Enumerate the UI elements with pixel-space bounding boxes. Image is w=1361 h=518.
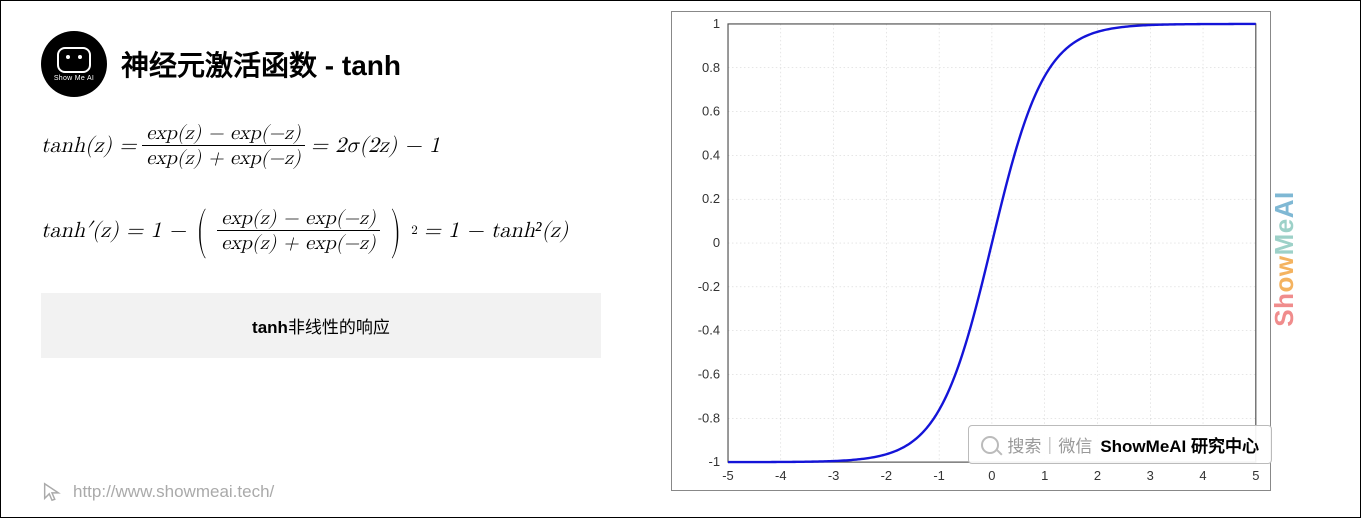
search-brand: ShowMeAI 研究中心	[1100, 432, 1259, 457]
svg-text:-1: -1	[709, 454, 721, 469]
svg-text:1: 1	[713, 16, 720, 31]
svg-text:1: 1	[1041, 468, 1048, 483]
svg-text:5: 5	[1252, 468, 1259, 483]
logo-text: Show Me AI	[54, 75, 94, 82]
svg-text:0.4: 0.4	[702, 147, 720, 162]
svg-text:-0.2: -0.2	[698, 279, 720, 294]
brand-logo-icon: Show Me AI	[41, 31, 107, 97]
svg-text:-0.6: -0.6	[698, 366, 720, 381]
formula-tanh: tanh(z) = exp(z) − exp(−z) exp(z) + exp(…	[41, 123, 601, 168]
svg-text:0.2: 0.2	[702, 191, 720, 206]
tanh-chart: -5 -4 -3 -2 -1 0 1 2 3 4 5 -1 -0.8 -0.6 -0.4 -0.2 0 0.2 0…	[671, 11, 1271, 491]
svg-text:3: 3	[1147, 468, 1154, 483]
svg-text:0: 0	[713, 235, 720, 250]
svg-text:4: 4	[1199, 468, 1206, 483]
svg-text:0.6: 0.6	[702, 104, 720, 119]
svg-text:-3: -3	[828, 468, 840, 483]
svg-text:-2: -2	[881, 468, 893, 483]
svg-text:0: 0	[988, 468, 995, 483]
svg-text:-0.4: -0.4	[698, 323, 720, 338]
wechat-search-overlay: 搜索｜微信 ShowMeAI 研究中心	[968, 425, 1272, 464]
search-hint: 搜索｜微信	[1007, 432, 1092, 457]
svg-text:0.8: 0.8	[702, 60, 720, 75]
svg-text:-5: -5	[722, 468, 734, 483]
search-icon	[981, 436, 999, 454]
svg-text:-0.8: -0.8	[698, 410, 720, 425]
svg-text:2: 2	[1094, 468, 1101, 483]
footer-url: http://www.showmeai.tech/	[73, 482, 274, 502]
caption: tanh非线性的响应	[41, 293, 601, 358]
svg-text:-4: -4	[775, 468, 787, 483]
side-brand-logo: ShowMeAI	[1269, 191, 1300, 326]
page-title: 神经元激活函数 - tanh	[121, 44, 401, 84]
formula-tanh-derivative: tanh′(z) = 1 − ( exp(z) − exp(−z) exp(z)…	[41, 208, 601, 253]
svg-text:-1: -1	[933, 468, 945, 483]
chart-svg: -5 -4 -3 -2 -1 0 1 2 3 4 5 -1 -0.8 -0.6 -0.4 -0.2 0 0.2 0…	[672, 12, 1270, 490]
cursor-icon	[41, 481, 63, 503]
footer-link[interactable]: http://www.showmeai.tech/	[41, 481, 274, 503]
